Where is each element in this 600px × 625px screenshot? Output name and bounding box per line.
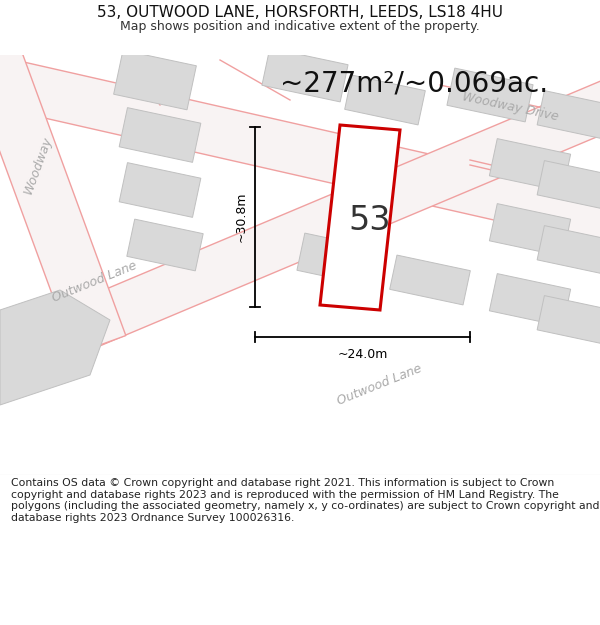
Text: 53: 53	[349, 204, 391, 236]
Polygon shape	[344, 75, 425, 125]
Polygon shape	[0, 290, 110, 405]
Polygon shape	[0, 77, 600, 388]
Polygon shape	[490, 139, 571, 191]
Polygon shape	[537, 161, 600, 209]
Text: ~24.0m: ~24.0m	[337, 349, 388, 361]
Polygon shape	[297, 233, 383, 287]
Text: ~30.8m: ~30.8m	[235, 192, 248, 242]
Polygon shape	[389, 255, 470, 305]
Text: ~277m²/~0.069ac.: ~277m²/~0.069ac.	[280, 70, 548, 98]
Text: 53, OUTWOOD LANE, HORSFORTH, LEEDS, LS18 4HU: 53, OUTWOOD LANE, HORSFORTH, LEEDS, LS18…	[97, 5, 503, 20]
Polygon shape	[447, 68, 533, 122]
Polygon shape	[537, 226, 600, 274]
Text: Outwood Lane: Outwood Lane	[336, 362, 424, 408]
Text: Map shows position and indicative extent of the property.: Map shows position and indicative extent…	[120, 20, 480, 33]
Polygon shape	[113, 50, 196, 110]
Polygon shape	[0, 36, 126, 354]
Polygon shape	[320, 125, 400, 310]
Polygon shape	[490, 204, 571, 256]
Polygon shape	[119, 107, 201, 162]
Text: Contains OS data © Crown copyright and database right 2021. This information is : Contains OS data © Crown copyright and d…	[11, 478, 599, 523]
Polygon shape	[537, 91, 600, 139]
Polygon shape	[0, 56, 600, 248]
Polygon shape	[119, 162, 201, 217]
Text: Woodway: Woodway	[22, 134, 55, 196]
Polygon shape	[537, 296, 600, 344]
Text: Woodway Drive: Woodway Drive	[461, 91, 559, 124]
Polygon shape	[127, 219, 203, 271]
Polygon shape	[490, 274, 571, 326]
Polygon shape	[262, 48, 348, 102]
Text: Outwood Lane: Outwood Lane	[51, 259, 139, 305]
